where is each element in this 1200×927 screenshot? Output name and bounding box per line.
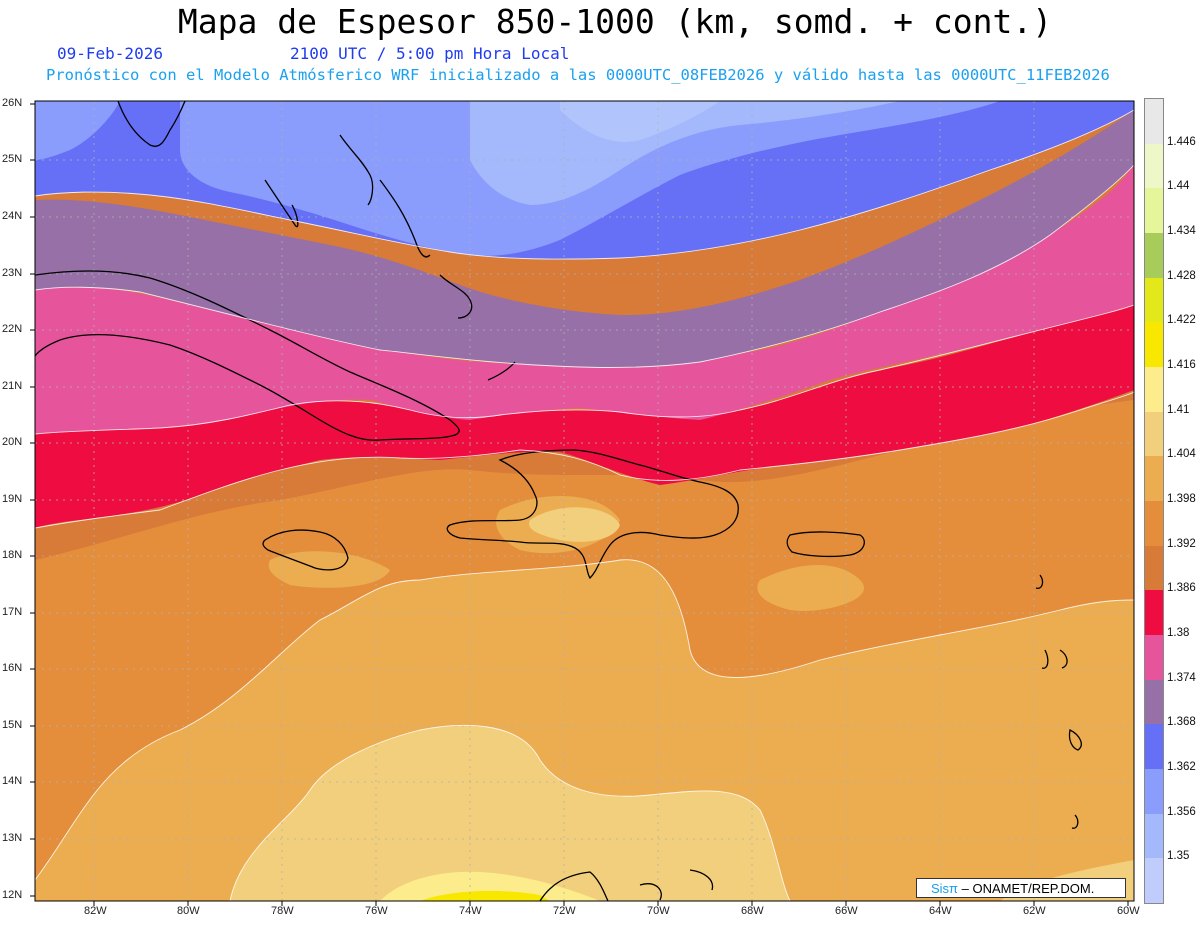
lon-label: 78W (271, 905, 294, 917)
colorbar-segment (1145, 545, 1163, 591)
colorbar-level-label: 1.434 (1167, 225, 1196, 237)
credit-box: Sisπ – ONAMET/REP.DOM. (916, 878, 1126, 898)
colorbar-segment (1145, 769, 1163, 815)
colorbar-segment (1145, 143, 1163, 189)
lat-label: 20N (2, 436, 23, 448)
map-title: Mapa de Espesor 850-1000 (km, somd. + co… (177, 2, 1053, 41)
lon-label: 70W (647, 905, 670, 917)
lon-label: 76W (365, 905, 388, 917)
colorbar-level-label: 1.35 (1167, 850, 1190, 863)
colorbar-segment (1145, 456, 1163, 502)
model-info: Pronóstico con el Modelo Atmósferico WRF… (46, 66, 1110, 84)
colorbar-level-label: 1.44 (1167, 180, 1190, 193)
lon-label: 82W (84, 905, 107, 917)
lat-label: 25N (2, 153, 23, 165)
colorbar-level-label: 1.416 (1167, 359, 1196, 371)
lat-label: 12N (2, 889, 23, 901)
credit-brand: Sisπ (931, 881, 959, 896)
colorbar-level-label: 1.446 (1167, 135, 1196, 148)
lat-label: 24N (2, 210, 23, 222)
colorbar-segment (1145, 99, 1163, 145)
colorbar-segment (1145, 858, 1163, 904)
colorbar-segment (1145, 233, 1163, 279)
lon-label: 80W (177, 905, 200, 917)
lat-label: 22N (2, 323, 23, 335)
colorbar-segment (1145, 590, 1163, 636)
colorbar-segment (1145, 367, 1163, 413)
lon-label: 62W (1023, 905, 1046, 917)
lon-label: 66W (835, 905, 858, 917)
colorbar-segment (1145, 322, 1163, 368)
credit-text: – ONAMET/REP.DOM. (958, 881, 1095, 896)
colorbar-segment (1145, 411, 1163, 457)
colorbar-level-label: 1.398 (1167, 493, 1196, 505)
colorbar-segment (1145, 188, 1163, 234)
lat-label: 19N (2, 493, 23, 505)
lat-label: 14N (2, 775, 23, 787)
time-label: 2100 UTC / 5:00 pm Hora Local (290, 44, 570, 63)
colorbar-level-label: 1.368 (1167, 716, 1196, 729)
lat-label: 18N (2, 549, 23, 561)
lat-label: 23N (2, 267, 23, 279)
lat-label: 15N (2, 719, 23, 731)
lon-label: 60W (1117, 905, 1140, 917)
lon-label: 74W (459, 905, 482, 917)
colorbar-level-label: 1.362 (1167, 761, 1196, 773)
lat-label: 21N (2, 380, 23, 392)
colorbar-level-label: 1.428 (1167, 269, 1196, 282)
colorbar-level-label: 1.374 (1167, 671, 1196, 684)
date-label: 09-Feb-2026 (57, 44, 163, 63)
colorbar-segment (1145, 724, 1163, 770)
lat-label: 13N (2, 832, 23, 844)
lat-label: 26N (2, 97, 23, 109)
colorbar-segment (1145, 679, 1163, 725)
colorbar (1144, 98, 1164, 904)
colorbar-level-label: 1.404 (1167, 448, 1196, 461)
thickness-map (30, 100, 1135, 906)
lat-label: 17N (2, 606, 23, 618)
lon-label: 72W (553, 905, 576, 917)
coastlines (35, 101, 1082, 901)
colorbar-level-label: 1.356 (1167, 805, 1196, 818)
colorbar-level-label: 1.41 (1167, 403, 1190, 416)
colorbar-segment (1145, 501, 1163, 547)
colorbar-segment (1145, 277, 1163, 323)
colorbar-level-label: 1.392 (1167, 537, 1196, 550)
colorbar-segment (1145, 635, 1163, 681)
colorbar-level-label: 1.386 (1167, 582, 1196, 595)
colorbar-segment (1145, 813, 1163, 859)
colorbar-level-label: 1.422 (1167, 314, 1196, 327)
colorbar-level-label: 1.38 (1167, 627, 1190, 639)
lon-label: 68W (741, 905, 764, 917)
lat-label: 16N (2, 662, 23, 674)
lon-label: 64W (929, 905, 952, 917)
